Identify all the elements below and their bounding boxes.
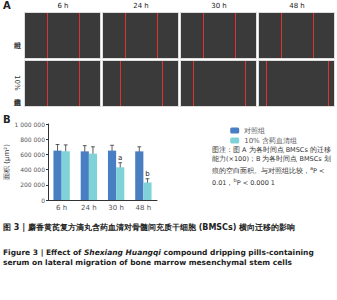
svg-text:800 000: 800 000 [20,136,45,143]
svg-text:0: 0 [41,197,45,204]
html-text:图注：图 A 为各时间点 BMSCs 的迁移能力(×100): 图注：图 A 为各时间点 BMSCs 的迁移能力(×100)；B 为各时间点 B… [212,146,331,188]
html-text:48 h: 48 h [289,2,305,10]
svg-text:6 h: 6 h [56,204,67,212]
html-text:30 h: 30 h [211,2,227,10]
svg-text:对照组: 对照组 [244,127,265,135]
svg-text:a: a [118,154,122,162]
svg-text:24 h: 24 h [81,204,97,212]
html-text:图 3 | 麝香黄芪复方滴丸含药血清对骨髓间充质干细胞 (B: 图 3 | 麝香黄芪复方滴丸含药血清对骨髓间充质干细胞 (BMSCs) 横向迁移… [3,223,296,232]
svg-text:48 h: 48 h [136,204,152,212]
svg-text:b: b [145,170,150,178]
svg-text:200 000: 200 000 [20,181,45,188]
html-text:10% 含药血清组: 10% 含药血清组 [13,75,21,93]
svg-text:面积 (μm²): 面积 (μm²) [3,144,11,180]
html-text:A: A [3,0,11,11]
html-text:6 h: 6 h [57,2,69,10]
html-text:Figure 3 | Effect of Shexiang: Figure 3 | Effect of Shexiang Huangqi co… [3,248,314,267]
svg-text:30 h: 30 h [108,204,124,212]
svg-text:400 000: 400 000 [20,166,45,173]
svg-text:10% 含药血清组: 10% 含药血清组 [244,137,297,145]
svg-text:1 000 000: 1 000 000 [14,121,45,128]
html-text:24 h: 24 h [133,2,149,10]
html-text:B: B [3,114,11,125]
svg-text:600 000: 600 000 [20,151,45,158]
